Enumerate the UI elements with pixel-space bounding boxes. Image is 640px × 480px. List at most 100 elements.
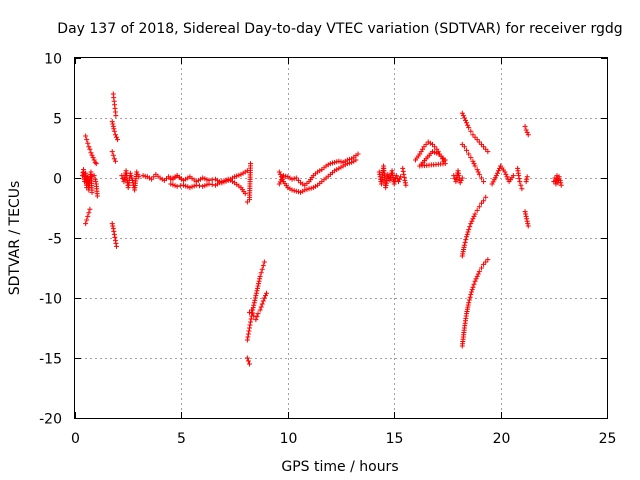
data-point (502, 169, 508, 175)
data-point (460, 113, 466, 119)
data-point (262, 293, 268, 299)
data-points (79, 91, 564, 367)
data-point (242, 191, 248, 197)
data-point (471, 213, 477, 219)
data-point (516, 173, 522, 179)
y-tick-label: 10 (44, 52, 62, 68)
data-point (466, 227, 472, 233)
data-point (457, 180, 463, 186)
data-point (518, 182, 524, 188)
series-arc-18-low (451, 168, 465, 186)
data-point (462, 239, 468, 245)
y-tick-label: 5 (53, 112, 62, 128)
data-point (257, 276, 263, 282)
data-point (250, 310, 256, 316)
series-arc-21.2 (522, 123, 531, 229)
data-point (92, 159, 98, 165)
data-point (248, 161, 254, 167)
data-point (85, 213, 91, 219)
y-tick-label: -5 (48, 232, 62, 248)
data-point (524, 216, 530, 222)
data-point (523, 213, 529, 219)
series-arc-8-9 (244, 259, 267, 343)
data-point (464, 147, 470, 153)
data-point (245, 358, 251, 364)
data-point (468, 221, 474, 227)
data-point (249, 307, 255, 313)
series-arc-1.8-mid (109, 119, 121, 143)
data-point (244, 337, 250, 343)
data-point (110, 121, 116, 127)
x-tick-label: 15 (386, 431, 404, 447)
data-point (84, 137, 90, 143)
data-point (467, 224, 473, 230)
data-point (109, 149, 115, 155)
data-point (525, 221, 531, 227)
data-point (516, 176, 522, 182)
data-point (393, 173, 399, 179)
data-point (525, 223, 531, 229)
data-point (196, 183, 202, 189)
data-point (481, 198, 487, 204)
series-arc-0.5-down (83, 206, 93, 227)
series-arc-21.2-mid (523, 174, 530, 185)
data-point (110, 123, 116, 129)
data-point (461, 115, 467, 121)
data-point (261, 295, 267, 301)
data-point (86, 210, 92, 216)
x-axis-label: GPS time / hours (281, 459, 398, 475)
data-point (248, 319, 254, 325)
data-point (86, 144, 92, 150)
data-point (474, 273, 480, 279)
data-point (177, 183, 183, 189)
data-point (473, 276, 479, 282)
series-arc-10-13-high (276, 151, 361, 188)
data-point (112, 237, 118, 243)
data-point (476, 269, 482, 275)
data-point (476, 171, 482, 177)
data-point (476, 204, 482, 210)
data-point (474, 207, 480, 213)
data-point (254, 285, 260, 291)
data-point (206, 181, 212, 187)
data-point (252, 297, 258, 303)
data-point (209, 177, 215, 183)
data-point (402, 180, 408, 186)
data-point (276, 169, 282, 175)
data-point (277, 171, 283, 177)
data-point (463, 237, 469, 243)
data-point (256, 281, 262, 287)
data-point (252, 295, 258, 301)
data-point (174, 183, 180, 189)
data-point (111, 231, 117, 237)
data-point (401, 174, 407, 180)
data-point (90, 155, 96, 161)
data-point (465, 122, 471, 128)
data-point (478, 265, 484, 271)
data-point (469, 218, 475, 224)
series-arc-18-mid (459, 141, 487, 185)
data-point (558, 180, 564, 186)
data-point (495, 168, 501, 174)
x-tick-label: 25 (599, 431, 617, 447)
x-tick-label: 20 (493, 431, 511, 447)
data-point (517, 179, 523, 185)
series-arc-8-9-b (246, 290, 270, 323)
data-point (469, 287, 475, 293)
data-point (402, 177, 408, 183)
series-arc-1.8-lower (109, 149, 118, 164)
data-point (464, 120, 470, 126)
data-point (247, 322, 253, 328)
plot-frame (74, 57, 608, 419)
data-point (251, 300, 257, 306)
data-point (129, 175, 135, 181)
series-arc-18-neg1 (459, 194, 489, 259)
data-point (504, 174, 510, 180)
data-point (494, 170, 500, 176)
data-point (471, 161, 477, 167)
data-point (244, 355, 250, 361)
data-point (493, 173, 499, 179)
data-point (251, 302, 257, 308)
data-point (524, 218, 530, 224)
